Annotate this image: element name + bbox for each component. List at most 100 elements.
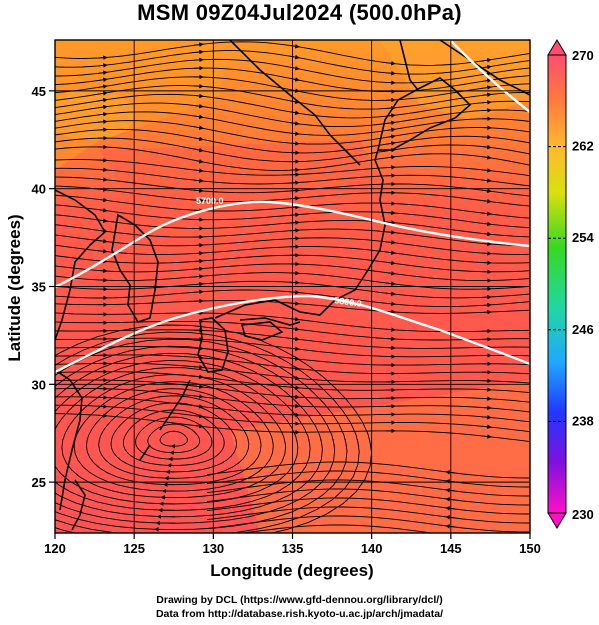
y-tick-label: 35 (32, 280, 46, 295)
colorbar-label: 270 (572, 48, 594, 63)
stream-arrow (289, 131, 300, 136)
stream-arrow (289, 326, 300, 332)
streamline (55, 413, 530, 443)
stream-arrow (193, 49, 204, 55)
stream-arrow (385, 61, 396, 66)
stream-arrow (289, 66, 300, 71)
stream-arrow (289, 121, 300, 126)
stream-arrow (97, 238, 108, 244)
stream-arrow (193, 364, 204, 370)
stream-arrow (385, 127, 396, 132)
streamline (206, 488, 530, 506)
streamline (55, 396, 530, 423)
eddy-streamline (86, 388, 262, 486)
stream-arrow (481, 221, 492, 227)
y-axis: 25 30 35 40 45 (32, 84, 55, 490)
streamline (206, 479, 530, 497)
stream-arrow (97, 84, 108, 89)
stream-arrow (289, 188, 300, 193)
stream-arrow (97, 112, 108, 117)
streamline (55, 320, 530, 341)
streamline (55, 300, 530, 314)
stream-arrow (193, 93, 204, 99)
stream-arrow (193, 281, 204, 287)
stream-arrow (97, 63, 108, 68)
stream-arrow (97, 218, 108, 223)
stream-arrow (193, 289, 204, 295)
stream-arrow (481, 211, 492, 216)
stream-arrow (97, 70, 108, 75)
stream-arrow (481, 57, 492, 63)
stream-arrow (481, 100, 492, 105)
stream-arrow (193, 103, 204, 109)
stream-arrow (97, 249, 108, 254)
stream-arrow (97, 167, 108, 173)
stream-arrow (385, 327, 396, 332)
eddy-streamline (147, 423, 201, 454)
streamline (240, 524, 436, 533)
coastlines (55, 40, 530, 531)
x-tick-label: 140 (361, 541, 383, 556)
streamline (55, 102, 530, 128)
y-tick-label: 30 (32, 377, 46, 392)
streamline (206, 461, 530, 479)
stream-arrow (97, 208, 108, 213)
eddy-streamline (110, 402, 237, 473)
y-tick-label: 25 (32, 475, 46, 490)
eddy-streamline (98, 395, 250, 479)
stream-arrow (481, 424, 492, 430)
stream-arrow (481, 302, 492, 308)
stream-arrow (481, 168, 492, 173)
x-axis: 120 125 130 135 140 145 150 (44, 533, 541, 556)
stream-arrow (193, 258, 204, 264)
stream-arrow (385, 291, 396, 297)
stream-arrow (385, 70, 396, 76)
stream-arrow (193, 42, 204, 47)
x-tick-label: 150 (519, 541, 541, 556)
stream-arrow (289, 54, 300, 60)
stream-arrow (193, 136, 204, 142)
stream-arrow (481, 144, 492, 150)
stream-arrow (193, 198, 204, 203)
y-tick-label: 45 (32, 84, 46, 99)
stream-arrow (385, 141, 396, 146)
stream-arrow (289, 220, 300, 225)
stream-arrow (97, 91, 108, 96)
x-tick-label: 125 (123, 541, 145, 556)
height-contours (55, 40, 530, 374)
stream-arrow (289, 77, 300, 82)
streamline (55, 404, 530, 433)
credit-drawing: Drawing by DCL (https://www.gfd-dennou.o… (156, 594, 443, 606)
streamline (55, 263, 530, 281)
stream-arrow (193, 384, 204, 389)
streamline (55, 137, 530, 163)
stream-arrow (289, 44, 300, 49)
stream-arrow (193, 423, 204, 429)
colorbar-label: 238 (572, 413, 594, 428)
stream-arrow (385, 250, 396, 255)
stream-arrow (193, 394, 204, 399)
eddy-streamline (55, 359, 311, 511)
stream-arrow (97, 268, 108, 274)
stream-arrow (289, 99, 300, 105)
stream-arrow (289, 228, 300, 233)
stream-arrow (289, 280, 300, 285)
stream-arrow (97, 55, 108, 60)
stream-arrow (193, 114, 204, 120)
x-tick-label: 130 (202, 541, 224, 556)
stream-arrow (481, 414, 492, 420)
stream-arrow (193, 274, 204, 279)
stream-arrow (481, 85, 492, 90)
stream-arrow (481, 155, 492, 160)
x-tick-label: 135 (282, 541, 304, 556)
graticule (55, 40, 530, 533)
stream-arrow (97, 77, 108, 82)
streamline (55, 185, 530, 207)
stream-arrow (385, 240, 396, 245)
stream-arrow (289, 196, 300, 201)
stream-arrow (289, 336, 300, 342)
stream-arrow (385, 154, 396, 160)
streamline (55, 176, 530, 197)
y-tick-label: 40 (32, 182, 46, 197)
